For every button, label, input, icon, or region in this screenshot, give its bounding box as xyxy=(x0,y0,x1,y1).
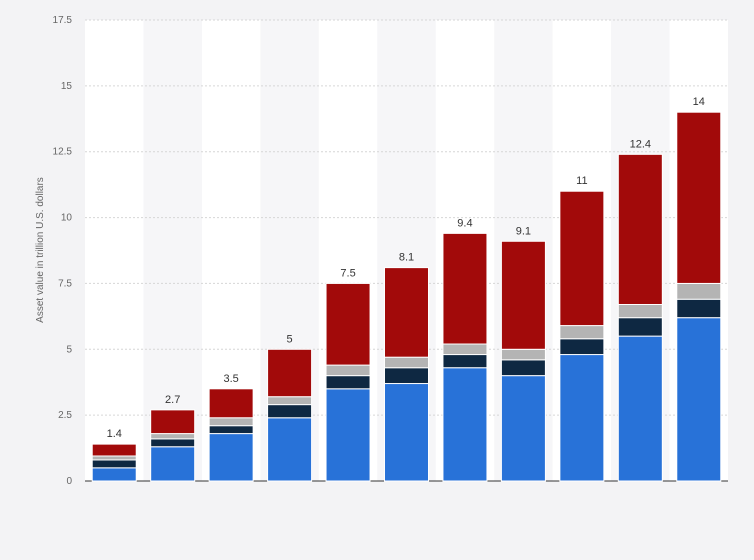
bar-segment-1 xyxy=(384,383,429,482)
bar-segment-4 xyxy=(150,409,196,435)
bar-segment-3 xyxy=(150,433,196,440)
bar-segment-1 xyxy=(676,317,722,482)
bar-segment-3 xyxy=(559,325,605,340)
bar-segment-4 xyxy=(617,153,663,306)
bar-segment-4 xyxy=(325,282,371,366)
total-label: 9.4 xyxy=(457,217,472,229)
y-tick-label: 0 xyxy=(66,476,72,487)
bar-segment-2 xyxy=(384,367,429,385)
total-label: 1.4 xyxy=(107,428,122,440)
bar-segment-4 xyxy=(384,267,429,358)
bar-segment-2 xyxy=(267,404,313,419)
column-band xyxy=(143,20,202,481)
y-tick-label: 5 xyxy=(66,344,72,355)
bar-segment-1 xyxy=(500,375,546,482)
bar-segment-2 xyxy=(208,425,254,435)
y-axis-label: Asset value in trillion U.S. dollars xyxy=(35,177,46,323)
y-tick-labels: 0 2.5 5 7.5 10 12.5 15 17.5 xyxy=(53,15,73,487)
total-label: 9.1 xyxy=(516,225,531,237)
total-label: 11 xyxy=(576,175,587,187)
bar-segment-3 xyxy=(208,417,254,427)
bar-segment-1 xyxy=(325,388,371,482)
bars xyxy=(91,111,722,482)
bar-segment-2 xyxy=(91,459,137,469)
y-tick-label: 12.5 xyxy=(53,147,73,158)
bar-segment-2 xyxy=(676,298,722,319)
bar-segment-2 xyxy=(617,317,663,337)
y-tick-label: 7.5 xyxy=(58,278,72,289)
bar-segment-1 xyxy=(442,367,488,482)
bar-segment-4 xyxy=(267,348,313,398)
bar-segment-1 xyxy=(208,433,254,482)
bar-segment-4 xyxy=(500,240,546,350)
bar-segment-1 xyxy=(267,417,313,482)
bar-segment-4 xyxy=(676,111,722,284)
y-tick-label: 10 xyxy=(61,213,73,224)
bar-segment-3 xyxy=(676,282,722,300)
bar-segment-2 xyxy=(150,438,196,448)
bar-segment-3 xyxy=(442,343,488,356)
bar-segment-2 xyxy=(559,338,605,356)
bar-segment-1 xyxy=(559,354,605,482)
total-label: 5 xyxy=(287,333,293,345)
bar-segment-3 xyxy=(500,348,546,361)
total-label: 12.4 xyxy=(630,138,651,150)
bar-segment-3 xyxy=(91,455,137,461)
bar-segment-3 xyxy=(384,356,429,369)
bar-segment-3 xyxy=(267,396,313,406)
bar-segment-1 xyxy=(617,335,663,482)
bar-segment-2 xyxy=(325,375,371,390)
bar-segment-3 xyxy=(617,304,663,319)
total-label: 8.1 xyxy=(399,252,414,264)
y-tick-label: 15 xyxy=(61,81,73,92)
bar-segment-4 xyxy=(559,190,605,327)
total-labels: 1.4 2.7 3.5 5 7.5 8.1 9.4 9.1 11 12.4 14 xyxy=(107,96,705,440)
y-tick-label: 2.5 xyxy=(58,410,72,421)
bar-segment-2 xyxy=(500,359,546,377)
bar-segment-3 xyxy=(325,364,371,377)
total-label: 7.5 xyxy=(340,267,355,279)
bar-segment-4 xyxy=(442,232,488,345)
bar-segment-4 xyxy=(208,388,254,419)
bar-segment-1 xyxy=(91,467,137,482)
bar-segment-1 xyxy=(150,446,196,482)
total-label: 3.5 xyxy=(223,373,238,385)
bar-segment-2 xyxy=(442,354,488,369)
total-label: 2.7 xyxy=(165,394,180,406)
y-tick-label: 17.5 xyxy=(53,15,73,26)
bar-segment-4 xyxy=(91,443,137,457)
total-label: 14 xyxy=(693,96,705,108)
